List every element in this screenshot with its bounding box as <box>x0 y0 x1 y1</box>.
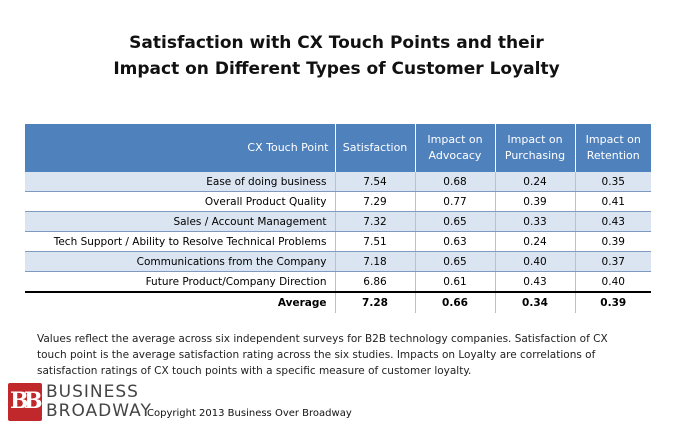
brand-name-line-1: BUSINESS <box>46 382 139 402</box>
brand-name-line-2: BROADWAY <box>46 401 152 421</box>
cell-touch-point: Ease of doing business <box>25 172 336 192</box>
cell-average-retention: 0.39 <box>575 291 651 313</box>
cell-average-satisfaction: 7.28 <box>335 291 416 313</box>
footnote-line-2: touch point is the average satisfaction … <box>37 349 596 361</box>
cell-touch-point: Communications from the Company <box>25 251 336 272</box>
cell-purchasing: 0.43 <box>495 271 576 293</box>
footnote: Values reflect the average across six in… <box>37 331 653 379</box>
cell-retention: 0.37 <box>575 251 651 272</box>
cell-retention: 0.40 <box>575 271 651 293</box>
table-row: Communications from the Company 7.18 0.6… <box>25 251 651 272</box>
cell-advocacy: 0.61 <box>415 271 496 293</box>
cell-purchasing: 0.40 <box>495 251 576 272</box>
cell-purchasing: 0.33 <box>495 211 576 232</box>
header-satisfaction: Satisfaction <box>335 124 416 172</box>
page-title: Satisfaction with CX Touch Points and th… <box>0 30 673 82</box>
cell-average-advocacy: 0.66 <box>415 291 496 313</box>
cell-advocacy: 0.65 <box>415 251 496 272</box>
cell-satisfaction: 7.54 <box>335 172 416 192</box>
table-row: Future Product/Company Direction 6.86 0.… <box>25 271 651 293</box>
table-row: Overall Product Quality 7.29 0.77 0.39 0… <box>25 191 651 212</box>
cell-touch-point: Sales / Account Management <box>25 211 336 232</box>
header-impact-purchasing: Impact on Purchasing <box>495 124 576 172</box>
cell-satisfaction: 6.86 <box>335 271 416 293</box>
average-row: Average 7.28 0.66 0.34 0.39 <box>25 291 651 313</box>
cell-purchasing: 0.24 <box>495 172 576 192</box>
cell-purchasing: 0.39 <box>495 191 576 212</box>
cell-advocacy: 0.63 <box>415 231 496 252</box>
cell-purchasing: 0.24 <box>495 231 576 252</box>
header-purchasing-line-2: Purchasing <box>504 149 566 162</box>
footnote-line-1: Values reflect the average across six in… <box>37 333 608 345</box>
header-purchasing-line-1: Impact on <box>507 133 563 146</box>
cell-retention: 0.41 <box>575 191 651 212</box>
table-row: Ease of doing business 7.54 0.68 0.24 0.… <box>25 172 651 192</box>
cell-advocacy: 0.65 <box>415 211 496 232</box>
cell-satisfaction: 7.51 <box>335 231 416 252</box>
title-line-2: Impact on Different Types of Customer Lo… <box>113 59 560 79</box>
logo-letter-1: B <box>10 388 29 414</box>
table-header-row: CX Touch Point Satisfaction Impact on Ad… <box>25 124 651 172</box>
cell-retention: 0.39 <box>575 231 651 252</box>
header-advocacy-line-2: Advocacy <box>428 149 482 162</box>
cell-satisfaction: 7.18 <box>335 251 416 272</box>
copyright-text: Copyright 2013 Business Over Broadway <box>147 408 352 419</box>
cell-average-label: Average <box>25 291 336 313</box>
cell-advocacy: 0.68 <box>415 172 496 192</box>
header-impact-advocacy: Impact on Advocacy <box>415 124 496 172</box>
business-broadway-logo: B B <box>8 383 43 421</box>
cx-touchpoint-table: CX Touch Point Satisfaction Impact on Ad… <box>25 124 651 313</box>
cell-satisfaction: 7.32 <box>335 211 416 232</box>
cell-touch-point: Tech Support / Ability to Resolve Techni… <box>25 231 336 252</box>
cell-retention: 0.35 <box>575 172 651 192</box>
title-line-1: Satisfaction with CX Touch Points and th… <box>129 33 544 53</box>
cell-average-purchasing: 0.34 <box>495 291 576 313</box>
footnote-line-3: satisfaction ratings of CX touch points … <box>37 365 472 377</box>
header-cx-touch-point: CX Touch Point <box>25 124 336 172</box>
cell-satisfaction: 7.29 <box>335 191 416 212</box>
cell-retention: 0.43 <box>575 211 651 232</box>
logo-letter-2: B <box>24 388 43 414</box>
header-retention-line-2: Retention <box>586 149 640 162</box>
table-row: Sales / Account Management 7.32 0.65 0.3… <box>25 211 651 232</box>
cell-touch-point: Overall Product Quality <box>25 191 336 212</box>
cell-advocacy: 0.77 <box>415 191 496 212</box>
header-advocacy-line-1: Impact on <box>427 133 483 146</box>
header-impact-retention: Impact on Retention <box>575 124 651 172</box>
table-row: Tech Support / Ability to Resolve Techni… <box>25 231 651 252</box>
header-retention-line-1: Impact on <box>585 133 641 146</box>
cell-touch-point: Future Product/Company Direction <box>25 271 336 293</box>
